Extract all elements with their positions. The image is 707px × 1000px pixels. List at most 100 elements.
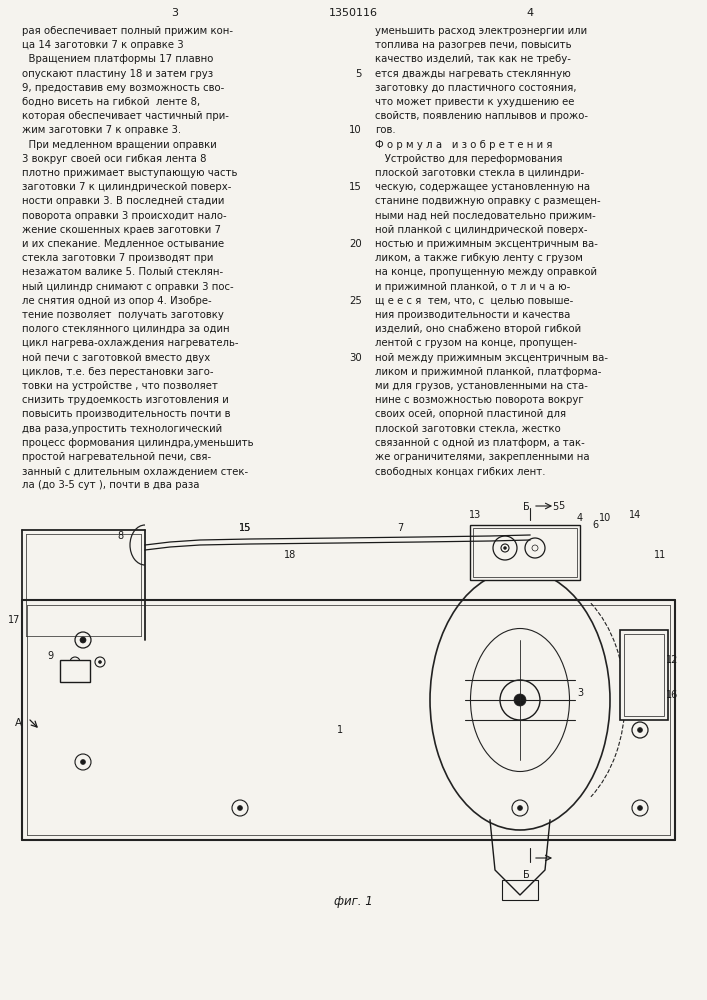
Text: ной печи с заготовкой вместо двух: ной печи с заготовкой вместо двух bbox=[22, 353, 210, 363]
Text: тение позволяет  получать заготовку: тение позволяет получать заготовку bbox=[22, 310, 224, 320]
Text: 3 вокруг своей оси гибкая лента 8: 3 вокруг своей оси гибкая лента 8 bbox=[22, 154, 206, 164]
Text: 5: 5 bbox=[552, 502, 558, 512]
Text: 15: 15 bbox=[239, 523, 251, 533]
Text: 9, предоставив ему возможность сво-: 9, предоставив ему возможность сво- bbox=[22, 83, 224, 93]
Text: Б: Б bbox=[523, 870, 530, 880]
Text: нине с возможностью поворота вокруг: нине с возможностью поворота вокруг bbox=[375, 395, 584, 405]
Text: 16: 16 bbox=[666, 690, 678, 700]
Text: Ф о р м у л а   и з о б р е т е н и я: Ф о р м у л а и з о б р е т е н и я bbox=[375, 140, 552, 150]
Circle shape bbox=[518, 806, 522, 810]
Text: 17: 17 bbox=[8, 615, 21, 625]
Text: уменьшить расход электроэнергии или: уменьшить расход электроэнергии или bbox=[375, 26, 587, 36]
Text: ле снятия одной из опор 4. Изобре-: ле снятия одной из опор 4. Изобре- bbox=[22, 296, 211, 306]
Text: что может привести к ухудшению ее: что может привести к ухудшению ее bbox=[375, 97, 574, 107]
Text: ликом, а также гибкую ленту с грузом: ликом, а также гибкую ленту с грузом bbox=[375, 253, 583, 263]
Text: простой нагревательной печи, свя-: простой нагревательной печи, свя- bbox=[22, 452, 211, 462]
Circle shape bbox=[500, 680, 540, 720]
Circle shape bbox=[493, 536, 517, 560]
Text: 13: 13 bbox=[469, 510, 481, 520]
Text: два раза,упростить технологический: два раза,упростить технологический bbox=[22, 424, 222, 434]
Text: товки на устройстве , что позволяет: товки на устройстве , что позволяет bbox=[22, 381, 218, 391]
Text: 1350116: 1350116 bbox=[329, 8, 378, 18]
Text: повысить производительность почти в: повысить производительность почти в bbox=[22, 409, 230, 419]
Text: При медленном вращении оправки: При медленном вращении оправки bbox=[22, 140, 217, 150]
Bar bbox=[473, 528, 577, 577]
Text: 3: 3 bbox=[172, 8, 178, 18]
Text: опускают пластину 18 и затем груз: опускают пластину 18 и затем груз bbox=[22, 69, 213, 79]
Text: 6: 6 bbox=[592, 520, 598, 530]
Text: ной между прижимным эксцентричным ва-: ной между прижимным эксцентричным ва- bbox=[375, 353, 608, 363]
Text: ный цилиндр снимают с оправки 3 пос-: ный цилиндр снимают с оправки 3 пос- bbox=[22, 282, 233, 292]
Bar bbox=[60, 660, 90, 682]
Circle shape bbox=[525, 538, 545, 558]
Text: плоской заготовки стекла в цилиндри-: плоской заготовки стекла в цилиндри- bbox=[375, 168, 584, 178]
Bar bbox=[624, 634, 664, 716]
Text: снизить трудоемкость изготовления и: снизить трудоемкость изготовления и bbox=[22, 395, 229, 405]
Text: 3: 3 bbox=[577, 688, 583, 698]
Text: связанной с одной из платформ, а так-: связанной с одной из платформ, а так- bbox=[375, 438, 585, 448]
Circle shape bbox=[501, 544, 509, 552]
Text: ликом и прижимной планкой, платформа-: ликом и прижимной планкой, платформа- bbox=[375, 367, 602, 377]
Text: 15: 15 bbox=[349, 182, 362, 192]
Bar bbox=[502, 880, 538, 900]
Text: Устройство для переформования: Устройство для переформования bbox=[375, 154, 563, 164]
Text: щ е е с я  тем, что, с  целью повыше-: щ е е с я тем, что, с целью повыше- bbox=[375, 296, 573, 306]
Text: Вращением платформы 17 плавно: Вращением платформы 17 плавно bbox=[22, 54, 214, 64]
Text: своих осей, опорной пластиной для: своих осей, опорной пластиной для bbox=[375, 409, 566, 419]
Text: изделий, оно снабжено второй гибкой: изделий, оно снабжено второй гибкой bbox=[375, 324, 581, 334]
Text: качество изделий, так как не требу-: качество изделий, так как не требу- bbox=[375, 54, 571, 64]
Text: и прижимной планкой, о т л и ч а ю-: и прижимной планкой, о т л и ч а ю- bbox=[375, 282, 571, 292]
Text: 25: 25 bbox=[349, 296, 362, 306]
Text: цикл нагрева-охлаждения нагреватель-: цикл нагрева-охлаждения нагреватель- bbox=[22, 338, 238, 348]
Text: лентой с грузом на конце, пропущен-: лентой с грузом на конце, пропущен- bbox=[375, 338, 577, 348]
Text: полого стеклянного цилиндра за один: полого стеклянного цилиндра за один bbox=[22, 324, 230, 334]
Text: процесс формования цилиндра,уменьшить: процесс формования цилиндра,уменьшить bbox=[22, 438, 254, 448]
Text: ностью и прижимным эксцентричным ва-: ностью и прижимным эксцентричным ва- bbox=[375, 239, 598, 249]
Text: 1: 1 bbox=[337, 725, 343, 735]
Text: на конце, пропущенную между оправкой: на конце, пропущенную между оправкой bbox=[375, 267, 597, 277]
Circle shape bbox=[80, 637, 86, 643]
Circle shape bbox=[74, 660, 76, 664]
Circle shape bbox=[638, 806, 643, 810]
Text: 14: 14 bbox=[629, 510, 641, 520]
Text: и их спекание. Медленное остывание: и их спекание. Медленное остывание bbox=[22, 239, 224, 249]
Text: свободных концах гибких лент.: свободных концах гибких лент. bbox=[375, 466, 546, 476]
Bar bbox=[470, 525, 580, 580]
Text: 10: 10 bbox=[599, 513, 611, 523]
Text: ными над ней последовательно прижим-: ными над ней последовательно прижим- bbox=[375, 211, 596, 221]
Text: плоской заготовки стекла, жестко: плоской заготовки стекла, жестко bbox=[375, 424, 561, 434]
Text: 18: 18 bbox=[284, 550, 296, 560]
Text: 10: 10 bbox=[349, 125, 362, 135]
Text: станине подвижную оправку с размещен-: станине подвижную оправку с размещен- bbox=[375, 196, 601, 206]
Text: стекла заготовки 7 производят при: стекла заготовки 7 производят при bbox=[22, 253, 214, 263]
Text: бодно висеть на гибкой  ленте 8,: бодно висеть на гибкой ленте 8, bbox=[22, 97, 200, 107]
Circle shape bbox=[238, 806, 243, 810]
Text: ния производительности и качества: ния производительности и качества bbox=[375, 310, 571, 320]
Text: 7: 7 bbox=[397, 523, 403, 533]
Circle shape bbox=[532, 545, 538, 551]
Text: свойств, появлению наплывов и прожо-: свойств, появлению наплывов и прожо- bbox=[375, 111, 588, 121]
Text: 9: 9 bbox=[47, 651, 53, 661]
Text: плотно прижимает выступающую часть: плотно прижимает выступающую часть bbox=[22, 168, 238, 178]
Circle shape bbox=[81, 760, 86, 764]
Text: же ограничителями, закрепленными на: же ограничителями, закрепленными на bbox=[375, 452, 590, 462]
Text: фиг. 1: фиг. 1 bbox=[334, 895, 373, 908]
Text: рая обеспечивает полный прижим кон-: рая обеспечивает полный прижим кон- bbox=[22, 26, 233, 36]
Text: ми для грузов, установленными на ста-: ми для грузов, установленными на ста- bbox=[375, 381, 588, 391]
Text: ности оправки 3. В последней стадии: ности оправки 3. В последней стадии bbox=[22, 196, 224, 206]
Text: ца 14 заготовки 7 к оправке 3: ца 14 заготовки 7 к оправке 3 bbox=[22, 40, 184, 50]
Circle shape bbox=[503, 546, 506, 550]
Text: заготовку до пластичного состояния,: заготовку до пластичного состояния, bbox=[375, 83, 576, 93]
Text: жим заготовки 7 к оправке 3.: жим заготовки 7 к оправке 3. bbox=[22, 125, 181, 135]
Text: ется дважды нагревать стеклянную: ется дважды нагревать стеклянную bbox=[375, 69, 571, 79]
Text: 11: 11 bbox=[654, 550, 666, 560]
Text: занный с длительным охлаждением стек-: занный с длительным охлаждением стек- bbox=[22, 466, 248, 476]
Text: Б: Б bbox=[523, 502, 530, 512]
Text: 30: 30 bbox=[349, 353, 362, 363]
Text: 12: 12 bbox=[666, 655, 678, 665]
Text: 20: 20 bbox=[349, 239, 362, 249]
Text: ческую, содержащее установленную на: ческую, содержащее установленную на bbox=[375, 182, 590, 192]
Circle shape bbox=[638, 728, 643, 732]
Text: незажатом валике 5. Полый стеклян-: незажатом валике 5. Полый стеклян- bbox=[22, 267, 223, 277]
Text: А: А bbox=[15, 718, 22, 728]
